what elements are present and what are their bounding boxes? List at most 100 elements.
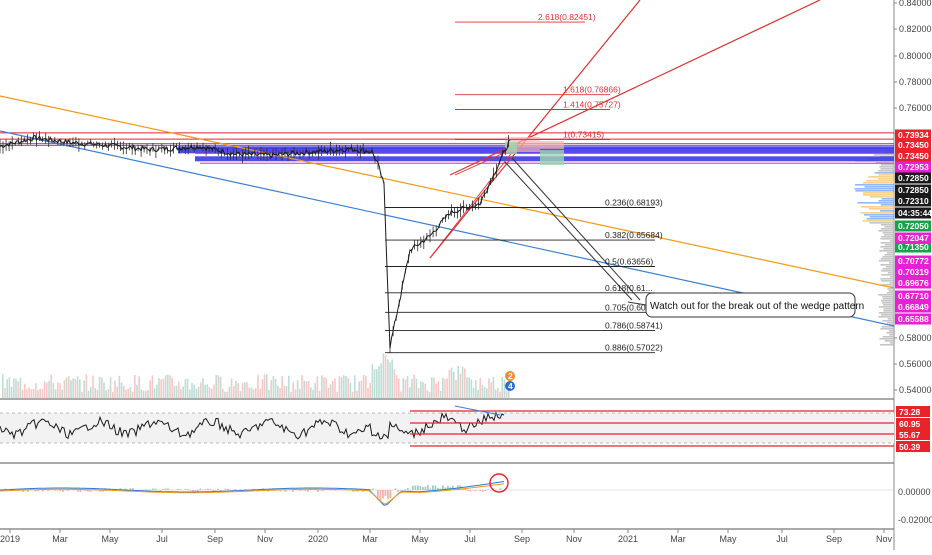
volume-bar bbox=[185, 379, 187, 398]
volume-profile-bar bbox=[885, 254, 895, 256]
volume-bar bbox=[398, 378, 400, 398]
volume-bar bbox=[314, 383, 316, 398]
price-label: 0.69676 bbox=[898, 278, 929, 288]
macd-hist bbox=[322, 490, 324, 491]
volume-bar bbox=[411, 379, 413, 398]
volume-bar bbox=[187, 379, 189, 398]
volume-profile-bar bbox=[882, 256, 894, 258]
volume-bar bbox=[484, 387, 486, 398]
volume-bar bbox=[141, 389, 143, 398]
volume-bar bbox=[312, 390, 314, 398]
volume-profile-bar bbox=[888, 272, 894, 274]
volume-profile-bar bbox=[890, 342, 894, 344]
volume-bar bbox=[268, 390, 270, 398]
macd-hist bbox=[400, 490, 402, 491]
volume-bar bbox=[81, 392, 83, 398]
volume-profile-bar bbox=[882, 326, 894, 328]
volume-profile-bar bbox=[864, 214, 894, 216]
volume-bar bbox=[383, 354, 385, 398]
macd-hist bbox=[377, 490, 379, 498]
x-tick-label: May bbox=[719, 534, 737, 544]
volume-bar bbox=[387, 359, 389, 398]
volume-bar bbox=[169, 375, 171, 398]
fib-label: 2.618(0.82451) bbox=[538, 12, 596, 22]
macd-hist bbox=[480, 490, 482, 491]
volume-bar bbox=[9, 377, 11, 398]
volume-bar bbox=[270, 380, 272, 398]
price-label: 0.70772 bbox=[898, 256, 929, 266]
volume-bar bbox=[22, 390, 24, 398]
x-tick-label: Nov bbox=[566, 534, 583, 544]
volume-bar bbox=[222, 389, 224, 398]
volume-bar bbox=[449, 370, 451, 398]
fib-label: 0.5(0.63656) bbox=[605, 257, 653, 267]
volume-bar bbox=[28, 388, 30, 399]
volume-bar bbox=[350, 383, 352, 398]
volume-bar bbox=[405, 380, 407, 399]
x-tick-label: Sep bbox=[826, 534, 842, 544]
volume-bar bbox=[453, 372, 455, 398]
volume-bar bbox=[431, 377, 433, 398]
volume-bar bbox=[240, 391, 242, 398]
volume-bar bbox=[255, 388, 257, 398]
macd-hist bbox=[77, 490, 79, 492]
volume-bar bbox=[248, 388, 250, 398]
price-label: 0.70319 bbox=[898, 267, 929, 277]
volume-bar bbox=[442, 378, 444, 398]
volume-bar bbox=[477, 390, 479, 398]
volume-profile-bar bbox=[858, 202, 894, 204]
rsi-label: 73.28 bbox=[899, 407, 921, 417]
volume-bar bbox=[416, 379, 418, 398]
x-tick-label: 2019 bbox=[0, 534, 20, 544]
volume-profile-bar bbox=[881, 280, 894, 282]
volume-bar bbox=[328, 388, 330, 398]
macd-hist bbox=[185, 489, 187, 490]
volume-bar bbox=[48, 381, 50, 398]
volume-bar bbox=[147, 390, 149, 398]
volume-bar bbox=[292, 382, 294, 398]
macd-hist bbox=[485, 490, 487, 491]
volume-bar bbox=[301, 375, 303, 398]
macd-hist bbox=[285, 490, 287, 492]
volume-bar bbox=[420, 382, 422, 399]
volume-bar bbox=[367, 388, 369, 398]
volume-profile-bar bbox=[874, 154, 894, 156]
volume-profile-bar bbox=[890, 282, 894, 284]
macd-hist bbox=[420, 486, 422, 490]
volume-profile-bar bbox=[890, 276, 894, 278]
macd-hist bbox=[435, 486, 437, 490]
macd-hist bbox=[180, 489, 182, 490]
volume-profile-bar bbox=[884, 248, 895, 250]
volume-profile-bar bbox=[866, 180, 894, 182]
macd-hist bbox=[210, 489, 212, 490]
volume-bar bbox=[132, 392, 134, 398]
macd-hist bbox=[317, 490, 319, 492]
volume-bar bbox=[101, 378, 103, 398]
volume-profile-bar bbox=[861, 206, 894, 208]
volume-bar bbox=[127, 389, 129, 398]
y-tick-label: 0.84000 bbox=[899, 0, 932, 8]
volume-bar bbox=[83, 381, 85, 399]
volume-profile-bar bbox=[886, 332, 894, 334]
volume-bar bbox=[90, 387, 92, 398]
macd-hist bbox=[397, 490, 399, 492]
volume-bar bbox=[37, 390, 39, 398]
volume-bar bbox=[264, 374, 266, 398]
volume-bar bbox=[473, 388, 475, 398]
fib-label: 0.236(0.68193) bbox=[605, 198, 663, 208]
volume-bar bbox=[66, 378, 68, 398]
macd-hist bbox=[207, 489, 209, 490]
price-label: 0.72050 bbox=[898, 221, 929, 231]
volume-bar bbox=[218, 375, 220, 398]
volume-bar bbox=[50, 375, 52, 398]
macd-hist bbox=[305, 490, 307, 491]
volume-bar bbox=[193, 385, 195, 399]
volume-bar bbox=[180, 389, 182, 398]
volume-bar bbox=[488, 378, 490, 398]
volume-bar bbox=[321, 375, 323, 398]
volume-profile-bar bbox=[881, 228, 894, 230]
volume-bar bbox=[310, 387, 312, 398]
volume-bar bbox=[211, 389, 213, 398]
volume-bar bbox=[347, 378, 349, 398]
